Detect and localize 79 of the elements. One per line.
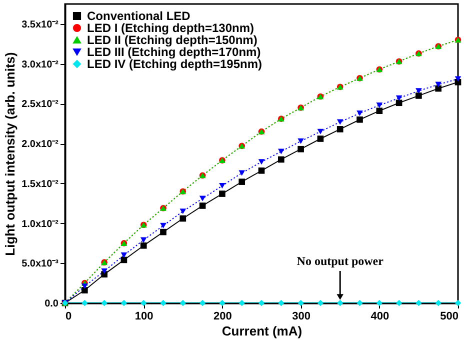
point [396,100,402,106]
y-tick-label: 3.0x10⁻² [22,59,60,70]
point [356,110,363,116]
x-tick-label: 100 [134,310,154,322]
point [416,88,422,94]
x-tick-label: 200 [214,310,232,322]
x-tick-label: 400 [370,310,390,322]
point [219,190,226,197]
y-tick-label: 2.5x10⁻² [22,99,60,110]
point [140,300,147,306]
point [435,82,442,88]
point [238,178,246,185]
legend-label: LED II (Etching depth=150nm) [87,33,258,47]
point [376,300,383,306]
y-tick-label: 3.5x10⁻² [22,19,60,30]
point [81,287,88,294]
point [238,170,246,176]
point [278,148,284,154]
point [199,300,206,306]
point [376,102,383,108]
y-axis-title: Light output intensity (arb. units) [2,52,18,256]
y-tick-label: 2.0x10⁻² [22,139,60,150]
point [160,300,166,306]
point [435,300,442,306]
point [396,300,402,306]
point [258,300,265,306]
point [416,300,422,306]
point [336,119,344,125]
legend-label: LED I (Etching depth=130nm) [87,21,254,35]
point [160,222,166,228]
point [140,242,147,249]
point [356,116,363,123]
point [396,95,402,101]
point [81,300,88,306]
y-tick-label: 0.0 [44,298,59,310]
point [180,215,186,222]
point [317,136,324,142]
point [120,300,128,306]
point [298,300,304,306]
point [336,126,344,132]
x-axis-title: Current (mA) [222,324,302,338]
point [81,284,88,289]
point [101,300,108,306]
point [258,159,265,165]
legend-label: LED IV (Etching depth=195nm) [87,57,262,71]
point [199,202,206,209]
point [356,300,363,306]
point [454,76,462,82]
point [435,85,442,92]
annotation: No output power [296,254,384,268]
point [298,146,304,152]
point [317,300,324,306]
point [160,228,166,236]
point [258,167,265,174]
point [180,208,186,214]
legend-label: Conventional LED [87,9,191,23]
point [317,128,324,134]
y-tick-label: 1.0x10⁻² [22,218,60,230]
point [101,268,108,274]
point [219,183,226,189]
point [454,300,462,306]
point [219,300,226,306]
x-tick-label: 500 [440,310,458,322]
x-tick-label: 300 [292,310,310,322]
point [199,196,206,202]
point [278,156,284,163]
y-tick-label: 1.5x10⁻² [22,178,60,190]
point [120,252,128,258]
point [336,300,344,306]
point [298,138,304,144]
x-tick-label: 0 [66,310,72,322]
point [376,108,383,114]
point [180,300,186,306]
point [140,237,147,243]
y-tick-label: 5.0x10⁻³ [22,258,60,270]
point [238,300,246,306]
point [278,300,284,306]
point [416,92,422,99]
legend-label: LED III (Etching depth=170nm) [87,45,261,59]
